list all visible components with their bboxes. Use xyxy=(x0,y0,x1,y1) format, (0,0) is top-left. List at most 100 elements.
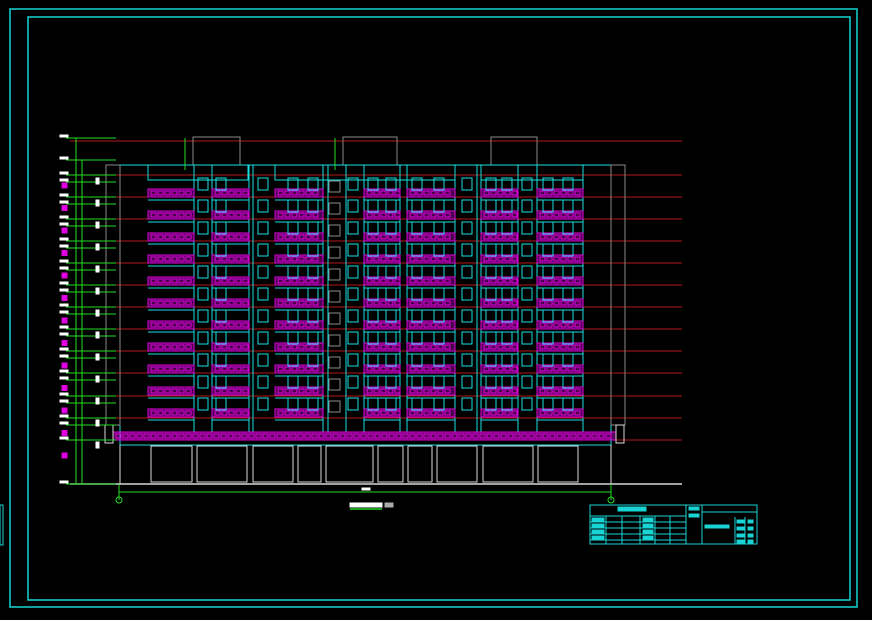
railing-panel xyxy=(394,410,401,416)
railing-panel xyxy=(546,300,553,306)
railing-panel xyxy=(312,344,319,350)
railing-panel xyxy=(171,322,178,328)
railing-panel xyxy=(416,234,423,240)
railing-panel xyxy=(157,322,164,328)
railing-panel xyxy=(380,344,387,350)
railing-panel xyxy=(437,278,444,284)
floor-tag xyxy=(61,362,68,369)
railing-panel xyxy=(574,410,581,416)
window xyxy=(461,353,473,367)
railing-panel xyxy=(472,433,479,439)
railing-panel xyxy=(157,366,164,372)
railing-panel xyxy=(228,410,235,416)
window xyxy=(347,353,359,367)
window xyxy=(215,243,227,257)
window xyxy=(485,353,497,367)
balcony-railing xyxy=(536,342,584,352)
window xyxy=(385,221,397,235)
shopfront-opening xyxy=(196,445,248,483)
floor-tag xyxy=(61,250,68,256)
window xyxy=(485,265,497,279)
railing-panel xyxy=(235,366,242,372)
railing-panel xyxy=(242,388,249,394)
railing-panel xyxy=(574,322,581,328)
railing-panel xyxy=(291,388,298,394)
level-text-mark xyxy=(59,369,69,373)
window xyxy=(287,243,299,257)
railing-panel xyxy=(483,234,490,240)
balcony-railing xyxy=(480,254,519,264)
window xyxy=(433,287,445,301)
railing-panel xyxy=(366,212,373,218)
railing-panel xyxy=(178,344,185,350)
drawing-title-bar xyxy=(349,502,383,508)
shopfront-opening xyxy=(297,445,322,483)
railing-panel xyxy=(164,344,171,350)
window xyxy=(433,177,445,191)
railing-panel xyxy=(291,344,298,350)
window xyxy=(197,243,209,257)
balcony-railing xyxy=(480,386,519,396)
floor-tag xyxy=(61,227,68,234)
balcony-railing xyxy=(211,188,250,198)
railing-panel xyxy=(387,410,394,416)
window xyxy=(367,375,379,389)
dim-text xyxy=(95,331,100,339)
window xyxy=(542,199,554,213)
railing-panel xyxy=(150,410,157,416)
railing-panel xyxy=(242,190,249,196)
railing-panel xyxy=(234,433,241,439)
railing-panel xyxy=(490,300,497,306)
railing-panel xyxy=(157,234,164,240)
tb-text xyxy=(591,517,605,522)
level-text-mark xyxy=(59,244,69,248)
level-text-mark xyxy=(59,215,69,219)
railing-panel xyxy=(546,410,553,416)
balcony-railing xyxy=(536,298,584,308)
window xyxy=(485,331,497,345)
window xyxy=(433,243,445,257)
railing-panel xyxy=(277,366,284,372)
window xyxy=(257,221,269,235)
railing-panel xyxy=(380,234,387,240)
railing-panel xyxy=(409,344,416,350)
window xyxy=(257,177,269,191)
window xyxy=(461,375,473,389)
window xyxy=(257,397,269,411)
railing-panel xyxy=(504,300,511,306)
level-text-mark xyxy=(59,325,69,329)
title-block xyxy=(589,504,758,545)
railing-panel xyxy=(574,344,581,350)
shopfront-opening xyxy=(407,445,433,483)
window xyxy=(501,287,513,301)
shopfront-opening xyxy=(377,445,404,483)
window xyxy=(521,287,533,301)
railing-panel xyxy=(235,388,242,394)
railing-panel xyxy=(380,366,387,372)
railing-panel xyxy=(567,256,574,262)
railing-panel xyxy=(221,322,228,328)
window xyxy=(347,199,359,213)
railing-panel xyxy=(178,322,185,328)
railing-panel xyxy=(553,234,560,240)
railing-panel xyxy=(380,388,387,394)
level-text-mark xyxy=(59,354,69,358)
shopfront-opening xyxy=(436,445,478,483)
level-text-mark xyxy=(59,414,69,418)
balcony-railing xyxy=(480,232,519,242)
railing-panel xyxy=(290,433,297,439)
railing-panel xyxy=(504,410,511,416)
railing-panel xyxy=(560,388,567,394)
railing-panel xyxy=(214,190,221,196)
window xyxy=(562,199,574,213)
railing-panel xyxy=(374,433,381,439)
railing-panel xyxy=(437,322,444,328)
level-text-mark xyxy=(59,193,69,197)
railing-panel xyxy=(284,388,291,394)
tb-text xyxy=(736,533,745,538)
window xyxy=(367,177,379,191)
railing-panel xyxy=(221,278,228,284)
level-text-mark xyxy=(59,266,69,270)
railing-panel xyxy=(560,256,567,262)
